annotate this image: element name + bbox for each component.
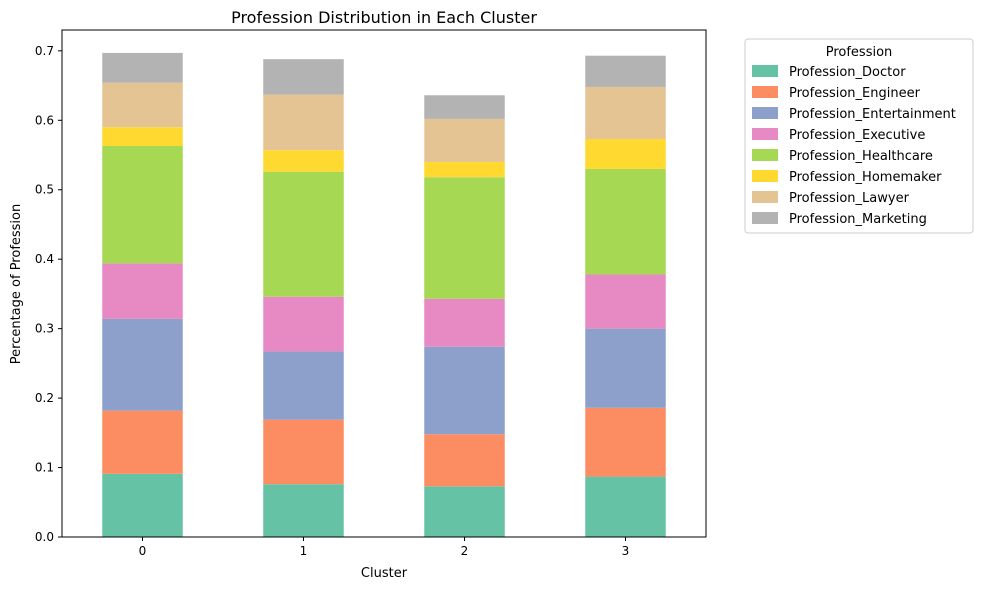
y-tick-label: 0.7 [35, 44, 54, 58]
bar-profession-homemaker-cluster-3 [585, 139, 666, 169]
legend: Profession Profession_Doctor Profession_E… [744, 38, 974, 234]
legend-label: Profession_Homemaker [789, 170, 942, 185]
legend-swatch [752, 128, 778, 140]
y-tick-label: 0.3 [35, 322, 54, 336]
bar-profession-homemaker-cluster-0 [102, 127, 183, 146]
bar-profession-lawyer-cluster-1 [263, 94, 344, 151]
legend-title: Profession [826, 45, 893, 60]
bar-profession-executive-cluster-3 [585, 274, 666, 329]
x-tick-label: 2 [461, 544, 469, 558]
bar-profession-executive-cluster-0 [102, 263, 183, 319]
legend-swatch [752, 191, 778, 203]
y-tick-label: 0.0 [35, 530, 54, 544]
legend-label: Profession_Doctor [789, 65, 906, 80]
y-tick-label: 0.6 [35, 113, 54, 127]
legend-frame [744, 38, 974, 234]
bar-profession-engineer-cluster-2 [424, 434, 505, 487]
bar-profession-healthcare-cluster-0 [102, 145, 183, 264]
y-tick-label: 0.1 [35, 461, 54, 475]
y-axis: 0.0 0.1 0.2 0.3 0.4 0.5 0.6 0.7 [35, 44, 62, 544]
bar-profession-entertainment-cluster-0 [102, 318, 183, 411]
plot-frame [61, 29, 707, 538]
bar-profession-engineer-cluster-1 [263, 419, 344, 485]
bar-profession-marketing-cluster-1 [263, 59, 344, 95]
legend-label: Profession_Healthcare [789, 149, 933, 164]
bar-profession-healthcare-cluster-2 [424, 177, 505, 299]
bar-profession-lawyer-cluster-3 [585, 86, 666, 140]
bar-profession-doctor-cluster-1 [263, 484, 344, 537]
legend-swatch [752, 107, 778, 119]
bar-profession-healthcare-cluster-1 [263, 171, 344, 297]
bar-profession-lawyer-cluster-2 [424, 118, 505, 162]
legend-swatch [752, 65, 778, 77]
bar-profession-executive-cluster-2 [424, 298, 505, 347]
legend-label: Profession_Executive [789, 128, 925, 143]
y-tick-label: 0.5 [35, 183, 54, 197]
bar-profession-entertainment-cluster-2 [424, 346, 505, 435]
legend-label: Profession_Entertainment [789, 107, 956, 122]
bar-profession-marketing-cluster-3 [585, 55, 666, 87]
bar-profession-healthcare-cluster-3 [585, 168, 666, 275]
bar-profession-entertainment-cluster-3 [585, 328, 666, 408]
y-axis-label: Percentage of Profession [9, 204, 24, 364]
legend-swatch [752, 212, 778, 224]
bar-profession-marketing-cluster-0 [102, 52, 183, 83]
x-axis: 0 1 2 3 [139, 537, 630, 558]
legend-label: Profession_Marketing [789, 212, 927, 227]
x-tick-label: 1 [300, 544, 308, 558]
y-tick-label: 0.4 [35, 252, 54, 266]
x-axis-label: Cluster [361, 566, 408, 581]
bar-profession-doctor-cluster-0 [102, 473, 183, 537]
y-tick-label: 0.2 [35, 391, 54, 405]
bar-profession-entertainment-cluster-1 [263, 351, 344, 420]
bar-profession-doctor-cluster-2 [424, 486, 505, 537]
legend-swatch [752, 149, 778, 161]
bar-profession-engineer-cluster-3 [585, 407, 666, 477]
bar-profession-lawyer-cluster-0 [102, 82, 183, 128]
bar-profession-homemaker-cluster-2 [424, 161, 505, 178]
bar-profession-doctor-cluster-3 [585, 476, 666, 537]
legend-swatch [752, 170, 778, 182]
legend-label: Profession_Lawyer [789, 191, 910, 206]
bar-profession-executive-cluster-1 [263, 296, 344, 352]
x-tick-label: 0 [139, 544, 147, 558]
bar-profession-engineer-cluster-0 [102, 410, 183, 474]
bar-profession-homemaker-cluster-1 [263, 150, 344, 172]
legend-label: Profession_Engineer [789, 86, 921, 101]
bar-profession-marketing-cluster-2 [424, 95, 505, 119]
chart-title: Profession Distribution in Each Cluster [231, 8, 537, 27]
legend-swatch [752, 86, 778, 98]
x-tick-label: 3 [622, 544, 630, 558]
bars-group [102, 52, 666, 537]
